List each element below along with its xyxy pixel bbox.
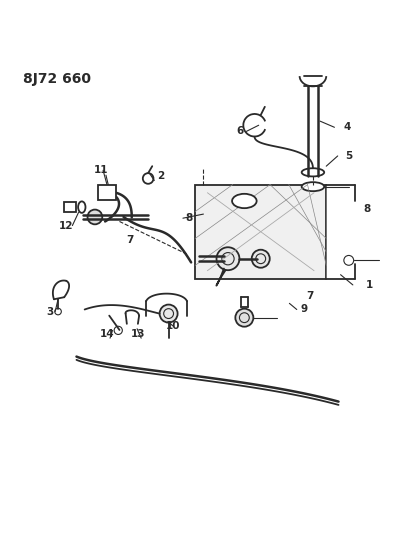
Bar <box>64 202 76 212</box>
Ellipse shape <box>78 201 85 213</box>
Ellipse shape <box>302 182 324 191</box>
Text: 5: 5 <box>345 151 352 161</box>
Ellipse shape <box>232 194 256 208</box>
Text: 8J72 660: 8J72 660 <box>23 72 91 86</box>
Text: 11: 11 <box>94 165 108 175</box>
Text: 1: 1 <box>366 280 373 290</box>
Text: 14: 14 <box>100 329 115 339</box>
Ellipse shape <box>302 168 324 176</box>
Text: 8: 8 <box>364 204 371 214</box>
Text: 8: 8 <box>186 213 193 223</box>
Text: 7: 7 <box>306 291 314 301</box>
Text: 7: 7 <box>126 235 133 245</box>
Text: 9: 9 <box>300 304 307 314</box>
Text: 12: 12 <box>59 221 73 231</box>
Text: 4: 4 <box>343 122 350 132</box>
Bar <box>195 184 326 279</box>
Bar <box>98 185 116 200</box>
Text: 13: 13 <box>131 329 145 339</box>
Circle shape <box>217 247 239 270</box>
Circle shape <box>235 309 254 327</box>
Text: 10: 10 <box>166 321 180 331</box>
Text: 3: 3 <box>46 306 54 317</box>
Text: 6: 6 <box>237 126 244 136</box>
Circle shape <box>160 304 178 322</box>
Circle shape <box>88 209 102 224</box>
Text: 2: 2 <box>157 172 164 181</box>
Circle shape <box>252 250 270 268</box>
